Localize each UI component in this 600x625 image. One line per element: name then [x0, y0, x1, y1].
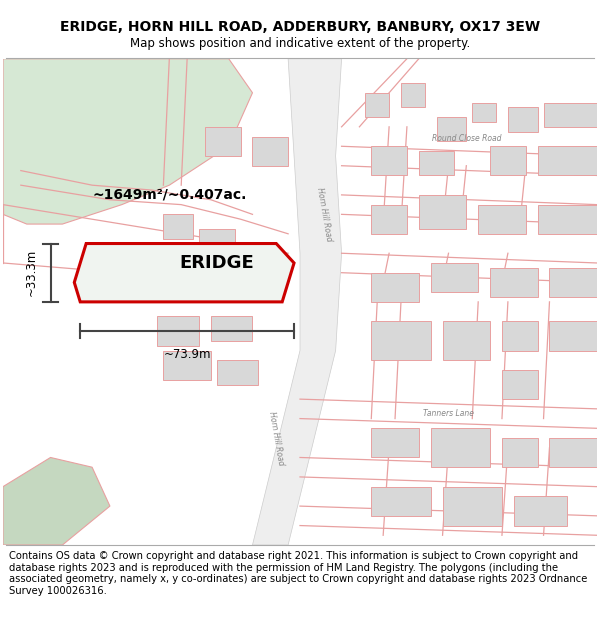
Polygon shape: [472, 102, 496, 122]
Polygon shape: [550, 438, 597, 468]
Polygon shape: [205, 127, 241, 156]
Polygon shape: [508, 107, 538, 132]
Polygon shape: [371, 146, 407, 176]
Polygon shape: [157, 316, 199, 346]
Text: ERIDGE: ERIDGE: [179, 254, 254, 272]
Polygon shape: [371, 321, 431, 360]
Polygon shape: [490, 268, 538, 297]
Polygon shape: [163, 214, 193, 239]
Polygon shape: [431, 428, 490, 468]
Text: Contains OS data © Crown copyright and database right 2021. This information is : Contains OS data © Crown copyright and d…: [9, 551, 587, 596]
Polygon shape: [217, 360, 259, 384]
Polygon shape: [371, 428, 419, 458]
Polygon shape: [401, 83, 425, 107]
Polygon shape: [199, 229, 235, 253]
Polygon shape: [163, 351, 211, 379]
Polygon shape: [502, 321, 538, 351]
Polygon shape: [419, 151, 454, 176]
Text: Horn Hill Road: Horn Hill Road: [314, 187, 333, 242]
Text: ~33.3m: ~33.3m: [25, 249, 37, 296]
Polygon shape: [211, 316, 253, 341]
Text: ~73.9m: ~73.9m: [163, 348, 211, 361]
Polygon shape: [253, 59, 341, 545]
Polygon shape: [371, 204, 407, 234]
Polygon shape: [544, 102, 597, 127]
Text: ~1649m²/~0.407ac.: ~1649m²/~0.407ac.: [92, 188, 247, 202]
Polygon shape: [253, 136, 288, 166]
Polygon shape: [538, 146, 597, 176]
Polygon shape: [371, 487, 431, 516]
Text: ERIDGE, HORN HILL ROAD, ADDERBURY, BANBURY, OX17 3EW: ERIDGE, HORN HILL ROAD, ADDERBURY, BANBU…: [60, 20, 540, 34]
Polygon shape: [478, 204, 526, 234]
Polygon shape: [502, 370, 538, 399]
Polygon shape: [443, 487, 502, 526]
Text: Map shows position and indicative extent of the property.: Map shows position and indicative extent…: [130, 38, 470, 50]
Polygon shape: [538, 204, 597, 234]
Polygon shape: [419, 195, 466, 229]
Polygon shape: [431, 263, 478, 292]
Polygon shape: [365, 92, 389, 117]
Polygon shape: [3, 458, 110, 545]
Text: Tanners Lane: Tanners Lane: [423, 409, 474, 418]
Text: Horn Hill Road: Horn Hill Road: [267, 411, 286, 466]
Polygon shape: [502, 438, 538, 468]
Polygon shape: [550, 268, 597, 297]
Polygon shape: [437, 117, 466, 141]
Text: Round Close Road: Round Close Road: [431, 134, 501, 144]
Polygon shape: [3, 59, 253, 224]
Polygon shape: [550, 321, 597, 351]
Polygon shape: [490, 146, 526, 176]
Polygon shape: [443, 321, 490, 360]
Polygon shape: [514, 496, 568, 526]
Polygon shape: [74, 244, 294, 302]
Polygon shape: [371, 272, 419, 302]
